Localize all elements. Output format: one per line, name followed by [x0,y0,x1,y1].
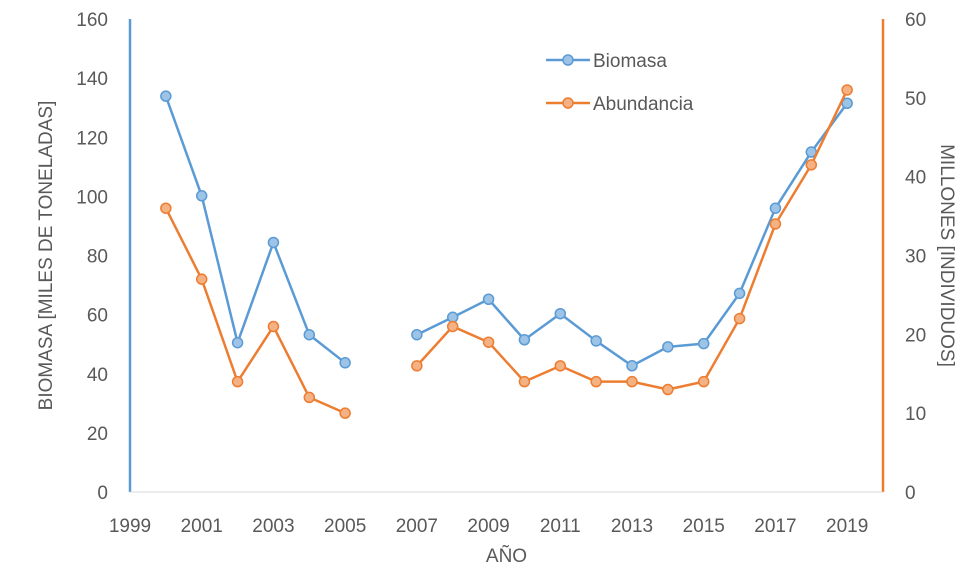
x-tick-label: 2005 [324,516,366,537]
series-line-biomasa [164,95,346,364]
data-point-biomasa [195,190,208,202]
legend: Biomasa Abundancia [546,51,694,115]
legend-label: Biomasa [593,51,667,72]
right-axis-ticks: 0 10 20 30 40 50 60 [905,10,926,504]
data-point-abundancia [841,84,853,96]
data-point-abundancia [733,312,746,325]
left-tick-label: 140 [76,69,108,90]
data-point-abundancia [411,360,423,372]
data-point-biomasa [626,360,638,372]
x-axis-title: AÑO [486,545,527,567]
data-point-biomasa [697,337,710,350]
data-point-abundancia [446,320,459,333]
x-tick-label: 2003 [252,516,294,537]
right-tick-label: 10 [905,404,926,425]
series-line-abundancia [415,89,849,391]
data-point-biomasa [733,287,746,300]
left-tick-label: 40 [87,365,108,386]
data-point-abundancia [231,375,244,388]
series-abundancia [160,84,853,419]
legend-item-biomasa: Biomasa [546,51,667,72]
data-point-biomasa [482,293,495,306]
series-layer [160,84,853,419]
data-point-biomasa [339,357,351,369]
data-point-biomasa [518,334,531,346]
data-point-abundancia [518,375,531,388]
data-point-biomasa [231,336,244,349]
series-biomasa [160,90,853,372]
legend-item-abundancia: Abundancia [546,94,694,115]
legend-swatch-marker [562,97,574,109]
data-point-abundancia [482,336,495,348]
right-tick-label: 20 [905,325,926,346]
left-axis-title: BIOMASA [MILES DE TONELADAS] [36,101,57,411]
series-line-abundancia [164,207,346,415]
x-tick-label: 1999 [109,516,151,537]
right-tick-label: 30 [905,247,926,268]
data-point-biomasa [769,202,782,214]
x-tick-label: 2009 [467,516,509,537]
left-tick-label: 160 [76,10,108,31]
right-tick-label: 40 [905,168,926,189]
data-point-biomasa [590,335,602,347]
legend-label: Abundancia [593,94,694,115]
x-tick-label: 2013 [611,516,653,537]
data-point-biomasa [662,341,674,353]
data-point-biomasa [160,90,172,102]
data-point-abundancia [662,383,674,396]
data-point-abundancia [590,375,602,388]
x-tick-label: 2015 [683,516,725,537]
left-tick-label: 80 [87,247,108,268]
data-point-biomasa [554,307,567,320]
data-point-abundancia [626,375,638,388]
data-point-abundancia [160,202,172,214]
x-tick-label: 2011 [540,516,581,537]
left-tick-label: 20 [87,424,108,445]
x-axis-ticks: 1999 2001 2003 2005 2007 2009 2011 2013 2015 2017… [109,516,868,537]
data-point-abundancia [805,159,818,171]
data-point-biomasa [303,328,316,341]
left-tick-label: 60 [87,306,108,327]
left-tick-label: 100 [76,187,108,208]
data-point-abundancia [339,407,351,419]
right-axis-title: MILLONES [INDIVIDUOS] [936,144,957,367]
left-tick-label: 0 [97,483,108,504]
right-tick-label: 50 [905,89,926,110]
right-tick-label: 0 [905,483,916,504]
right-tick-label: 60 [905,10,926,31]
series-line-biomasa [416,102,849,368]
data-point-abundancia [303,391,316,404]
data-point-abundancia [554,360,567,372]
left-tick-label: 120 [76,128,108,149]
x-tick-label: 2019 [826,516,868,537]
data-point-abundancia [195,273,208,285]
x-tick-label: 2017 [754,516,796,537]
x-tick-label: 2001 [181,516,223,537]
data-point-biomasa [267,236,280,249]
data-point-biomasa [411,328,423,341]
x-tick-label: 2007 [396,516,438,537]
left-axis-ticks: 0 20 40 60 80 100 120 140 160 [76,10,108,504]
data-point-abundancia [769,218,782,230]
data-point-abundancia [267,320,280,333]
legend-swatch-marker [562,54,574,66]
data-point-abundancia [697,375,710,388]
